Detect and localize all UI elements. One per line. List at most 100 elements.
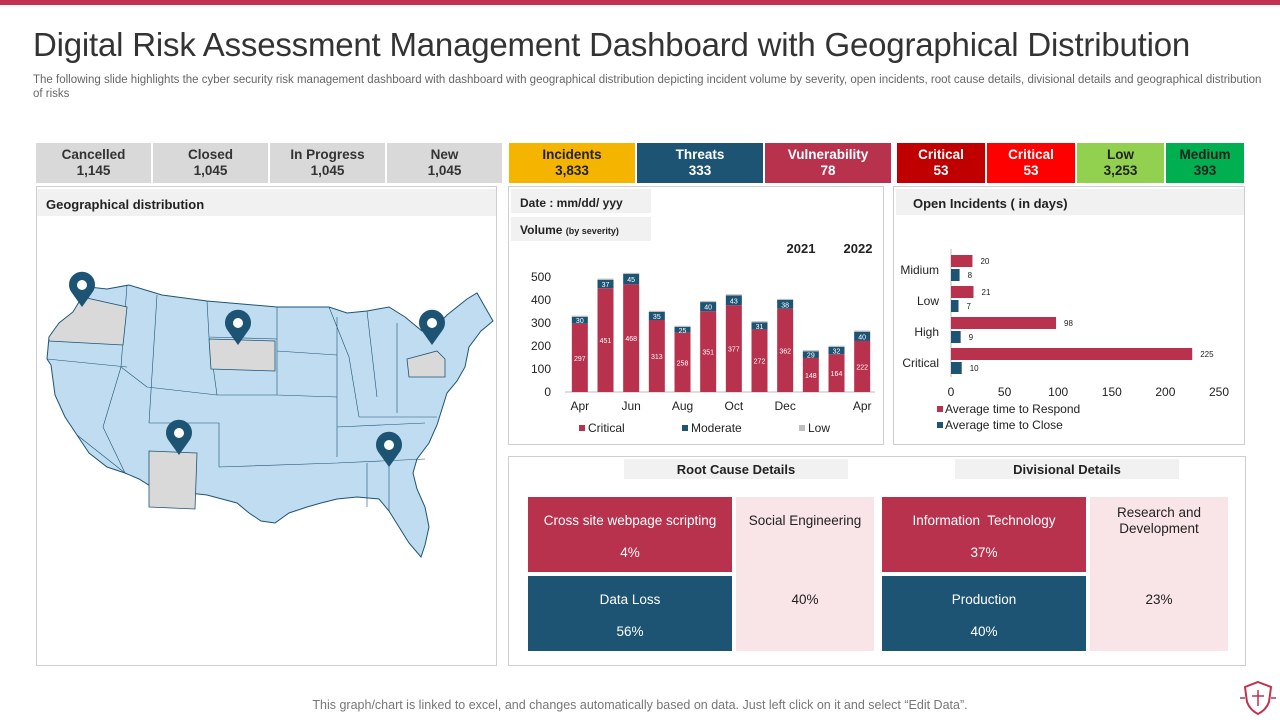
volume-chart: 010020030040050029730Apr4513746845Jun313… bbox=[531, 241, 875, 435]
root-cause-heading: Root Cause Details bbox=[624, 459, 848, 479]
bar-moderate bbox=[725, 295, 742, 306]
data-label-respond: 20 bbox=[980, 257, 989, 266]
bar-respond bbox=[951, 255, 973, 267]
legend-swatch bbox=[799, 425, 805, 431]
bar-moderate bbox=[571, 316, 588, 324]
bar-moderate bbox=[828, 346, 845, 355]
state-new-mexico bbox=[148, 450, 198, 510]
bar-critical bbox=[648, 320, 665, 392]
data-label-respond: 98 bbox=[1064, 319, 1073, 328]
bar-low bbox=[597, 278, 614, 280]
division-label: Research and Development bbox=[1116, 505, 1202, 536]
division-it: Information Technology 37% bbox=[882, 497, 1086, 572]
stat-low: Low 3,253 bbox=[1077, 143, 1164, 183]
bar-low bbox=[648, 310, 665, 312]
y-tick-label: 200 bbox=[531, 339, 551, 353]
data-label-close: 10 bbox=[970, 364, 979, 373]
us-map bbox=[46, 271, 494, 558]
y-tick-label: 500 bbox=[531, 270, 551, 284]
root-cause-social-engineering: Social Engineering 40% bbox=[736, 497, 874, 651]
stat-label: Low bbox=[1107, 147, 1134, 162]
x-tick-label: Aug bbox=[672, 399, 693, 413]
state-new-york bbox=[406, 350, 446, 378]
shield-circuit-icon bbox=[1240, 680, 1276, 716]
root-cause-xss: Cross site webpage scripting 4% bbox=[528, 497, 732, 572]
stat-incidents: Incidents 3,833 bbox=[509, 143, 635, 183]
footer-note: This graph/chart is linked to excel, and… bbox=[312, 698, 968, 712]
bar-critical bbox=[751, 329, 768, 392]
location-pin-icon bbox=[225, 309, 251, 345]
y-tick-label: 0 bbox=[544, 385, 551, 399]
top-accent-bar bbox=[0, 0, 1280, 5]
state-south-dakota bbox=[208, 338, 276, 372]
stat-value: 393 bbox=[1193, 163, 1217, 178]
volume-heading-text: Volume bbox=[520, 223, 563, 237]
bar-moderate bbox=[777, 300, 794, 309]
details-panel: Root Cause Details Divisional Details Cr… bbox=[508, 456, 1246, 666]
data-label-respond: 21 bbox=[982, 288, 991, 297]
legend-label: Average time to Close bbox=[945, 418, 1063, 432]
stat-cancelled: Cancelled 1,145 bbox=[36, 143, 151, 183]
bar-moderate bbox=[802, 351, 819, 358]
x-tick-label: Apr bbox=[570, 399, 589, 413]
volume-heading-note: (by severity) bbox=[565, 226, 619, 236]
bar-close bbox=[951, 269, 960, 281]
bar-moderate bbox=[700, 302, 717, 312]
stat-label: Incidents bbox=[542, 147, 602, 162]
division-label: Production bbox=[951, 592, 1017, 607]
bar-close bbox=[951, 331, 961, 343]
data-label-moderate: 37 bbox=[602, 282, 610, 289]
stat-value: 1,045 bbox=[193, 163, 228, 178]
data-label-moderate: 40 bbox=[704, 305, 712, 312]
x-tick-label: 200 bbox=[1155, 385, 1175, 399]
root-cause-value: 56% bbox=[616, 624, 644, 639]
stat-in-progress: In Progress 1,045 bbox=[270, 143, 385, 183]
bar-moderate bbox=[623, 274, 640, 285]
geo-panel: Geographical distribution bbox=[36, 186, 497, 666]
bar-moderate bbox=[597, 279, 614, 289]
division-value: 37% bbox=[970, 545, 998, 560]
bar-critical bbox=[854, 340, 871, 392]
x-tick-label: 100 bbox=[1048, 385, 1068, 399]
stat-label: Vulnerability bbox=[787, 147, 869, 162]
stat-label: New bbox=[430, 147, 459, 162]
location-pin-icon bbox=[166, 419, 192, 455]
data-label-moderate: 35 bbox=[653, 314, 661, 321]
y-tick-label: Critical bbox=[902, 356, 939, 370]
bar-moderate bbox=[648, 311, 665, 321]
root-cause-value: 40% bbox=[791, 592, 819, 607]
year-label: 2021 bbox=[787, 241, 816, 256]
stat-label: Medium bbox=[1179, 147, 1231, 162]
date-label: Date : mm/dd/ yyy bbox=[511, 189, 651, 213]
bar-moderate bbox=[751, 322, 768, 330]
y-tick-label: Midium bbox=[900, 263, 939, 277]
y-tick-label: Low bbox=[917, 294, 939, 308]
division-research: Research and Development 23% bbox=[1090, 497, 1228, 651]
stat-value: 1,045 bbox=[310, 163, 345, 178]
data-label-critical: 164 bbox=[831, 371, 843, 378]
divisional-heading: Divisional Details bbox=[955, 459, 1179, 479]
year-label: 2022 bbox=[844, 241, 873, 256]
bar-critical bbox=[674, 332, 691, 392]
data-label-critical: 222 bbox=[856, 364, 868, 371]
stat-value: 3,833 bbox=[555, 163, 589, 178]
bar-close bbox=[951, 362, 962, 374]
data-label-critical: 362 bbox=[779, 348, 791, 355]
page-title: Digital Risk Assessment Management Dashb… bbox=[33, 26, 1191, 63]
bar-respond bbox=[951, 286, 974, 298]
data-label-moderate: 25 bbox=[679, 328, 687, 335]
legend-swatch bbox=[682, 425, 688, 431]
bar-critical bbox=[597, 288, 614, 392]
data-label-moderate: 29 bbox=[807, 353, 815, 360]
bar-low bbox=[777, 298, 794, 300]
stat-value: 53 bbox=[1023, 163, 1039, 178]
x-tick-label: Jun bbox=[621, 399, 640, 413]
x-tick-label: 250 bbox=[1209, 385, 1229, 399]
bar-critical bbox=[828, 354, 845, 392]
data-label-critical: 468 bbox=[625, 336, 637, 343]
state-oregon bbox=[48, 296, 128, 346]
y-tick-label: High bbox=[914, 325, 939, 339]
data-label-moderate: 38 bbox=[781, 302, 789, 309]
data-label-moderate: 40 bbox=[858, 334, 866, 341]
bar-moderate bbox=[854, 331, 871, 341]
